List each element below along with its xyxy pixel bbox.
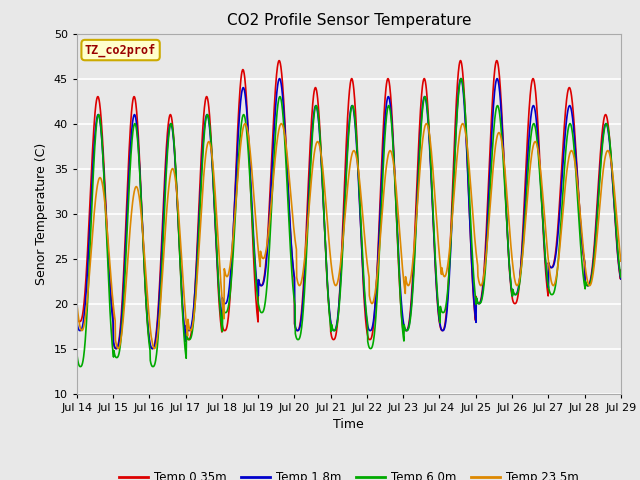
Temp 1.8m <box>113 346 120 351</box>
Temp 1.8m <box>502 195 509 201</box>
Temp 23.5m <box>617 258 625 264</box>
Text: TZ_co2prof: TZ_co2prof <box>85 43 156 57</box>
Temp 6.0m <box>149 364 157 370</box>
Line: Temp 1.8m: Temp 1.8m <box>77 79 621 348</box>
Temp 1.8m <box>324 281 332 287</box>
Temp 6.0m <box>73 350 81 356</box>
Temp 1.8m <box>602 121 609 127</box>
Temp 0.35m <box>338 251 346 257</box>
Line: Temp 0.35m: Temp 0.35m <box>77 60 621 348</box>
Temp 1.8m <box>602 121 609 127</box>
X-axis label: Time: Time <box>333 418 364 431</box>
Temp 23.5m <box>502 176 509 182</box>
Temp 23.5m <box>459 121 467 127</box>
Temp 0.35m <box>602 112 609 118</box>
Temp 23.5m <box>115 346 122 351</box>
Line: Temp 23.5m: Temp 23.5m <box>77 124 621 348</box>
Legend: Temp 0.35m, Temp 1.8m, Temp 6.0m, Temp 23.5m: Temp 0.35m, Temp 1.8m, Temp 6.0m, Temp 2… <box>114 466 584 480</box>
Temp 1.8m <box>617 276 625 282</box>
Temp 6.0m <box>323 277 331 283</box>
Temp 6.0m <box>602 122 609 128</box>
Temp 0.35m <box>457 58 465 63</box>
Temp 1.8m <box>73 319 81 324</box>
Temp 6.0m <box>458 76 465 82</box>
Temp 23.5m <box>602 154 609 159</box>
Temp 6.0m <box>338 267 346 273</box>
Temp 23.5m <box>602 153 609 158</box>
Temp 1.8m <box>276 76 284 82</box>
Temp 0.35m <box>73 312 81 318</box>
Temp 23.5m <box>338 251 346 257</box>
Temp 6.0m <box>602 121 609 127</box>
Y-axis label: Senor Temperature (C): Senor Temperature (C) <box>35 143 48 285</box>
Temp 23.5m <box>323 217 331 223</box>
Temp 0.35m <box>502 195 509 201</box>
Temp 23.5m <box>100 197 108 203</box>
Temp 1.8m <box>338 256 346 262</box>
Title: CO2 Profile Sensor Temperature: CO2 Profile Sensor Temperature <box>227 13 471 28</box>
Temp 6.0m <box>100 187 108 192</box>
Temp 23.5m <box>73 300 81 306</box>
Temp 0.35m <box>617 267 625 273</box>
Temp 1.8m <box>100 183 108 189</box>
Temp 0.35m <box>323 279 331 285</box>
Temp 0.35m <box>112 346 120 351</box>
Temp 6.0m <box>502 202 509 207</box>
Temp 0.35m <box>602 112 609 118</box>
Line: Temp 6.0m: Temp 6.0m <box>77 79 621 367</box>
Temp 0.35m <box>100 175 108 181</box>
Temp 6.0m <box>617 274 625 280</box>
